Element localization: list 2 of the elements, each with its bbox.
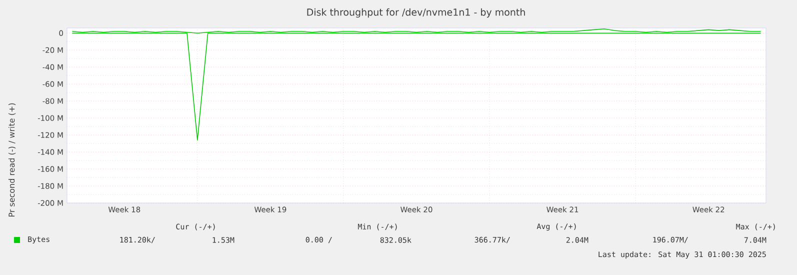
chart-title: Disk throughput for /dev/nvme1n1 - by month xyxy=(307,8,525,18)
y-axis-title: Pr second read (-) / write (+) xyxy=(8,103,16,217)
